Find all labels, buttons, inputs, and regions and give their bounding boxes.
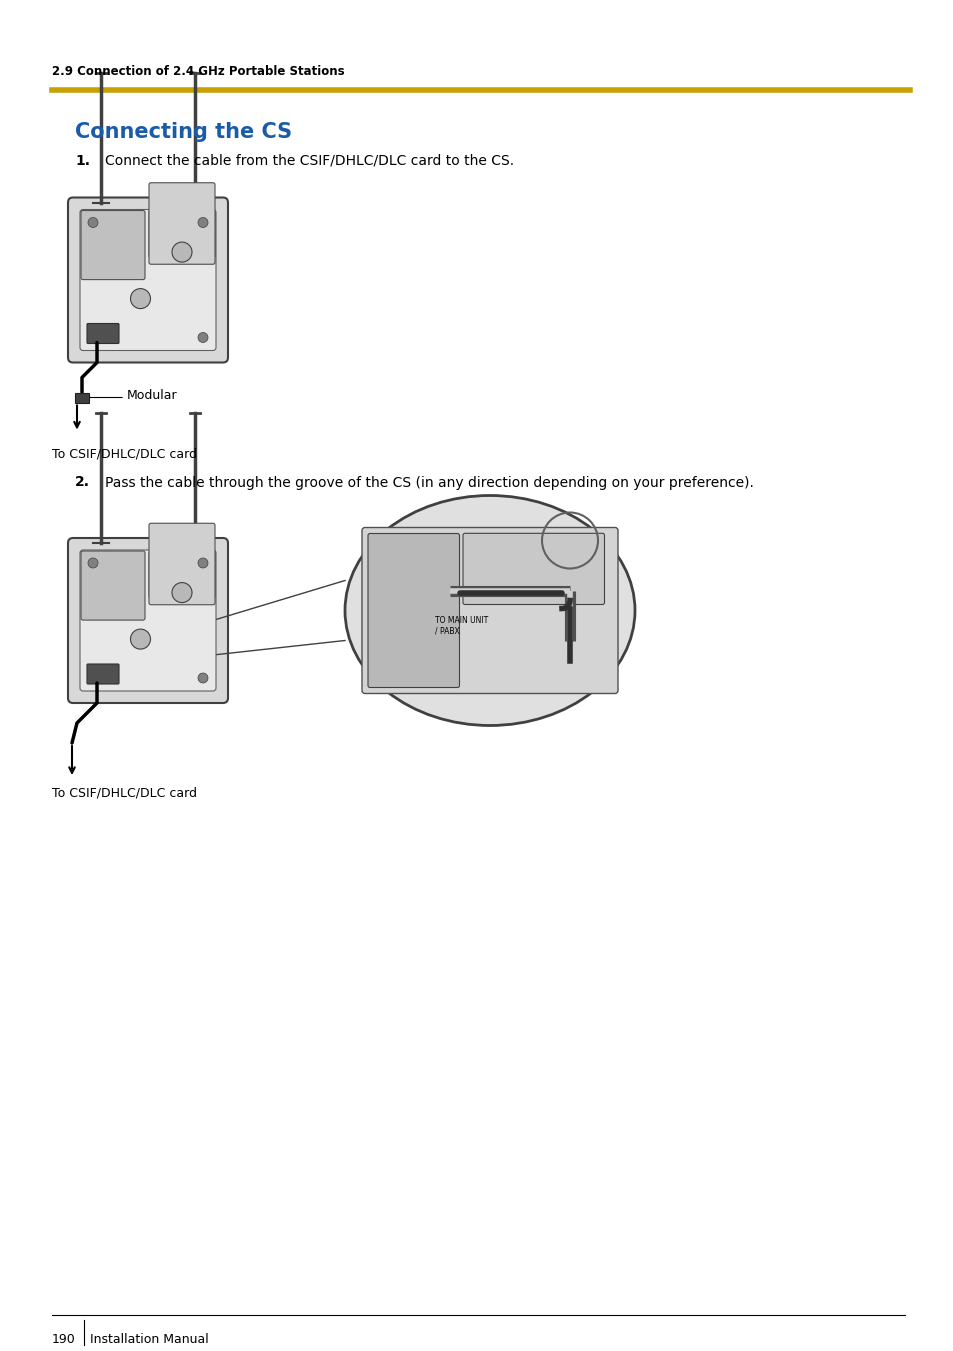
Text: 2.: 2.: [75, 476, 90, 489]
Text: Installation Manual: Installation Manual: [90, 1333, 209, 1346]
Text: 1.: 1.: [75, 154, 90, 168]
Text: 2.9 Connection of 2.4 GHz Portable Stations: 2.9 Connection of 2.4 GHz Portable Stati…: [52, 65, 344, 78]
Circle shape: [172, 242, 192, 262]
Circle shape: [88, 218, 98, 227]
Circle shape: [172, 582, 192, 603]
FancyBboxPatch shape: [68, 197, 228, 362]
FancyBboxPatch shape: [87, 323, 119, 343]
FancyBboxPatch shape: [81, 211, 145, 280]
FancyBboxPatch shape: [68, 538, 228, 703]
Circle shape: [88, 673, 98, 684]
Text: Connecting the CS: Connecting the CS: [75, 122, 292, 142]
Text: To CSIF/DHLC/DLC card: To CSIF/DHLC/DLC card: [52, 447, 196, 461]
Text: Connect the cable from the CSIF/DHLC/DLC card to the CS.: Connect the cable from the CSIF/DHLC/DLC…: [105, 154, 514, 168]
Ellipse shape: [345, 496, 635, 725]
Circle shape: [131, 630, 151, 648]
FancyBboxPatch shape: [80, 550, 215, 690]
FancyBboxPatch shape: [81, 551, 145, 620]
FancyBboxPatch shape: [361, 527, 618, 693]
FancyBboxPatch shape: [149, 182, 214, 265]
Bar: [75, 393, 89, 403]
Text: To CSIF/DHLC/DLC card: To CSIF/DHLC/DLC card: [52, 786, 196, 798]
Circle shape: [198, 218, 208, 227]
Text: Pass the cable through the groove of the CS (in any direction depending on your : Pass the cable through the groove of the…: [105, 476, 753, 489]
Circle shape: [198, 558, 208, 567]
Text: TO MAIN UNIT
/ PABX: TO MAIN UNIT / PABX: [435, 616, 488, 635]
Text: 190: 190: [52, 1333, 75, 1346]
Circle shape: [131, 289, 151, 308]
Circle shape: [198, 332, 208, 343]
FancyBboxPatch shape: [462, 534, 604, 604]
FancyBboxPatch shape: [368, 534, 459, 688]
FancyBboxPatch shape: [149, 551, 214, 598]
Text: Modular: Modular: [127, 389, 177, 403]
Circle shape: [88, 332, 98, 343]
FancyBboxPatch shape: [149, 523, 214, 605]
FancyBboxPatch shape: [149, 211, 214, 258]
Circle shape: [88, 558, 98, 567]
Circle shape: [198, 673, 208, 684]
FancyBboxPatch shape: [87, 663, 119, 684]
FancyBboxPatch shape: [80, 209, 215, 350]
